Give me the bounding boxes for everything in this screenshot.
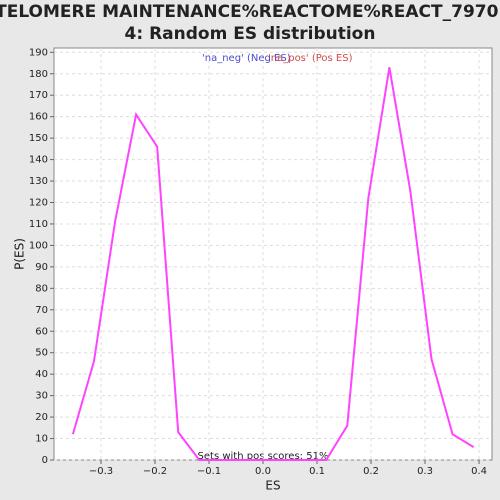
y-tick-label: 110	[29, 219, 48, 230]
legend-entry: 'na_pos' (Pos ES)	[268, 53, 353, 64]
y-tick-label: 10	[35, 434, 48, 445]
plot-area	[53, 47, 493, 461]
x-tick-label: −0.2	[143, 466, 167, 477]
y-tick-label: 180	[29, 69, 48, 80]
y-tick-label: 60	[35, 326, 48, 337]
y-tick-label: 80	[35, 283, 48, 294]
y-tick-label: 70	[35, 305, 48, 316]
y-axis-label: P(ES)	[13, 238, 27, 270]
legend-entry: 'na_neg' (Neg ES)	[202, 53, 291, 64]
y-tick-label: 40	[35, 369, 48, 380]
y-tick-label: 160	[29, 112, 48, 123]
chart-title: TELOMERE MAINTENANCE%REACTOME%REACT_7970…	[0, 2, 500, 22]
y-tick-label: 100	[29, 240, 48, 251]
series-line	[71, 67, 475, 461]
y-tick-label: 130	[29, 176, 48, 187]
y-tick-label: 90	[35, 262, 48, 273]
x-tick-label: 0.1	[309, 466, 325, 477]
x-tick-label: 0.3	[417, 466, 433, 477]
y-tick-label: 170	[29, 90, 48, 101]
y-tick-label: 120	[29, 198, 48, 209]
y-tick-label: 0	[42, 455, 48, 466]
y-tick-label: 140	[29, 155, 48, 166]
x-tick-label: 0.2	[363, 466, 379, 477]
x-tick-label: 0.0	[255, 466, 271, 477]
y-tick-label: 190	[29, 47, 48, 58]
y-tick-label: 30	[35, 391, 48, 402]
x-tick-label: −0.1	[197, 466, 221, 477]
y-tick-label: 20	[35, 412, 48, 423]
y-tick-label: 150	[29, 133, 48, 144]
x-tick-label: 0.4	[471, 466, 487, 477]
chart-title: 4: Random ES distribution	[125, 24, 376, 44]
x-tick-label: −0.3	[89, 466, 113, 477]
y-tick-label: 50	[35, 348, 48, 359]
x-axis-label: ES	[265, 479, 280, 493]
